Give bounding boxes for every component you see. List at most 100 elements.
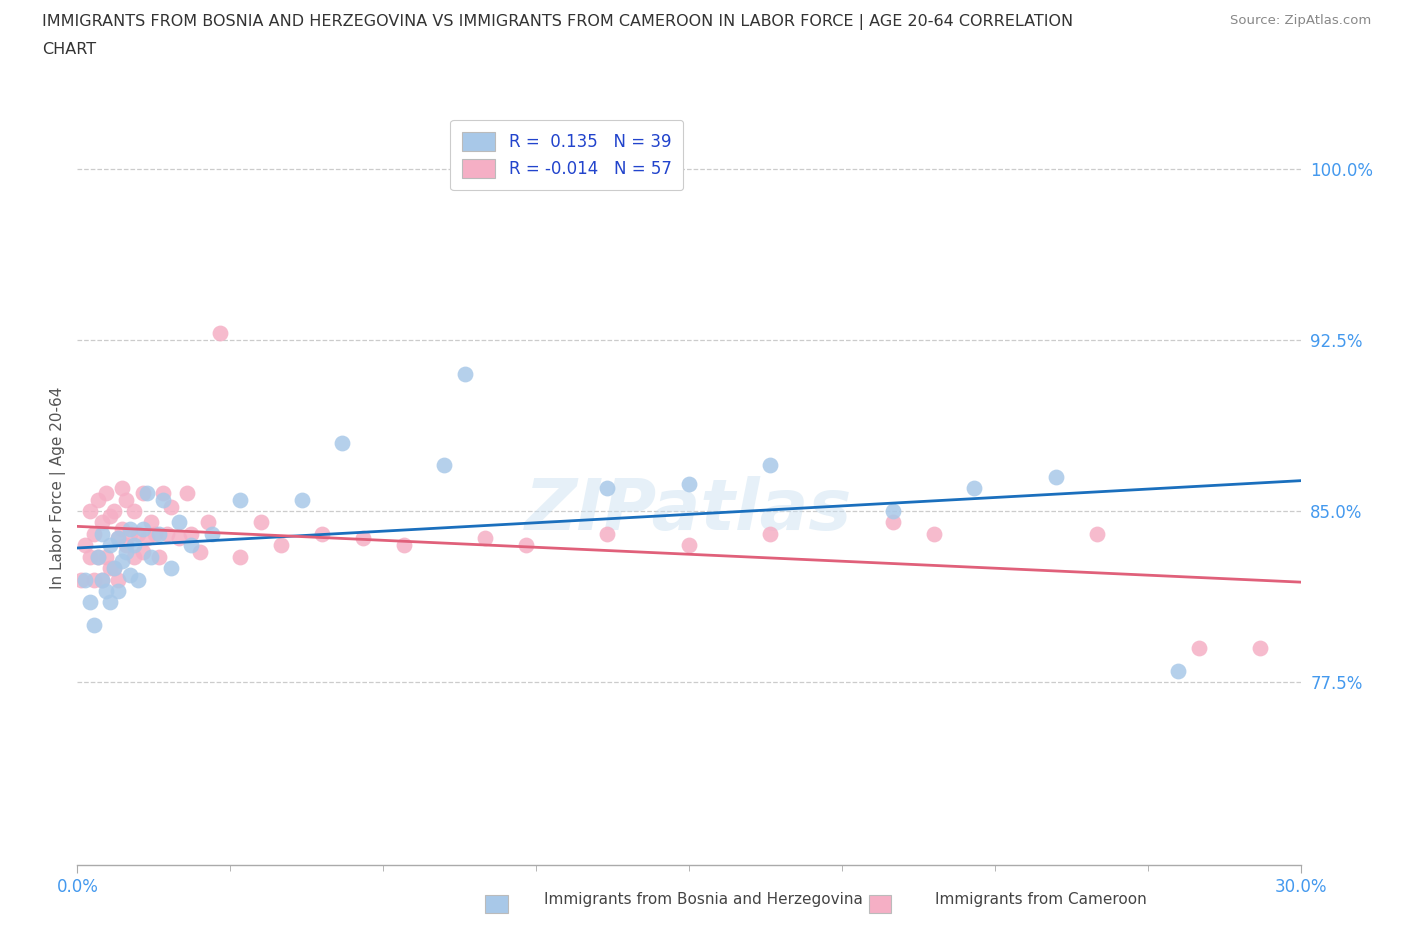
Text: IMMIGRANTS FROM BOSNIA AND HERZEGOVINA VS IMMIGRANTS FROM CAMEROON IN LABOR FORC: IMMIGRANTS FROM BOSNIA AND HERZEGOVINA V… bbox=[42, 14, 1073, 30]
Point bbox=[160, 499, 183, 514]
Point bbox=[922, 526, 945, 541]
Point bbox=[131, 485, 153, 500]
Point bbox=[453, 366, 475, 381]
Point bbox=[115, 545, 138, 560]
Point bbox=[250, 515, 273, 530]
Point bbox=[83, 572, 105, 587]
Point bbox=[124, 550, 146, 565]
Point bbox=[94, 485, 117, 500]
Point bbox=[188, 545, 211, 560]
Point bbox=[131, 522, 153, 537]
Point bbox=[270, 538, 292, 552]
Point bbox=[963, 481, 986, 496]
Point bbox=[107, 531, 129, 546]
Point bbox=[152, 485, 174, 500]
Point bbox=[160, 561, 183, 576]
Point bbox=[94, 550, 117, 565]
Point bbox=[311, 526, 333, 541]
Point bbox=[169, 515, 191, 530]
Point bbox=[229, 492, 252, 507]
Point bbox=[83, 618, 105, 632]
Point bbox=[111, 522, 134, 537]
Point bbox=[98, 561, 121, 576]
Point bbox=[98, 508, 121, 523]
Point bbox=[180, 538, 202, 552]
Point bbox=[352, 531, 374, 546]
Text: ZIPatlas: ZIPatlas bbox=[526, 476, 852, 545]
Point bbox=[169, 531, 191, 546]
Point bbox=[107, 583, 129, 598]
Point bbox=[70, 572, 93, 587]
Point bbox=[75, 538, 97, 552]
Point bbox=[148, 550, 170, 565]
Point bbox=[176, 485, 198, 500]
Legend: R =  0.135   N = 39, R = -0.014   N = 57: R = 0.135 N = 39, R = -0.014 N = 57 bbox=[450, 120, 683, 190]
Point bbox=[107, 531, 129, 546]
Point bbox=[98, 538, 121, 552]
Point bbox=[143, 526, 166, 541]
Point bbox=[229, 550, 252, 565]
Text: CHART: CHART bbox=[42, 42, 96, 57]
Point bbox=[75, 572, 97, 587]
Point bbox=[79, 595, 101, 610]
Point bbox=[120, 567, 142, 582]
Point bbox=[87, 550, 110, 565]
Point bbox=[882, 515, 904, 530]
Point bbox=[1249, 641, 1271, 656]
Point bbox=[103, 561, 125, 576]
Point bbox=[332, 435, 354, 450]
Text: Source: ZipAtlas.com: Source: ZipAtlas.com bbox=[1230, 14, 1371, 27]
Point bbox=[1085, 526, 1108, 541]
Point bbox=[124, 504, 146, 519]
Point bbox=[90, 515, 112, 530]
Point bbox=[290, 492, 312, 507]
Text: Immigrants from Bosnia and Herzegovina: Immigrants from Bosnia and Herzegovina bbox=[544, 892, 862, 907]
Point bbox=[156, 526, 179, 541]
Point bbox=[120, 522, 142, 537]
Point bbox=[1167, 663, 1189, 678]
Point bbox=[433, 458, 456, 472]
Point bbox=[1187, 641, 1209, 656]
Y-axis label: In Labor Force | Age 20-64: In Labor Force | Age 20-64 bbox=[51, 387, 66, 590]
Point bbox=[201, 526, 224, 541]
Point bbox=[139, 515, 162, 530]
Point bbox=[148, 526, 170, 541]
Point bbox=[79, 550, 101, 565]
Point bbox=[392, 538, 415, 552]
Point bbox=[596, 481, 619, 496]
Text: Immigrants from Cameroon: Immigrants from Cameroon bbox=[935, 892, 1146, 907]
Point bbox=[208, 326, 231, 340]
Point bbox=[678, 476, 700, 491]
Point bbox=[678, 538, 700, 552]
Point bbox=[94, 583, 117, 598]
Point bbox=[90, 572, 112, 587]
Point bbox=[111, 481, 134, 496]
Point bbox=[515, 538, 537, 552]
Point bbox=[474, 531, 496, 546]
Point bbox=[98, 595, 121, 610]
Point bbox=[107, 572, 129, 587]
Point bbox=[197, 515, 219, 530]
Point bbox=[1045, 470, 1067, 485]
Point bbox=[135, 531, 157, 546]
Point bbox=[90, 526, 112, 541]
Point bbox=[79, 504, 101, 519]
Point bbox=[103, 561, 125, 576]
Point bbox=[596, 526, 619, 541]
Point bbox=[87, 550, 110, 565]
Point bbox=[127, 526, 149, 541]
Point bbox=[759, 526, 782, 541]
Point bbox=[90, 572, 112, 587]
Point bbox=[103, 504, 125, 519]
Point bbox=[180, 526, 202, 541]
Point bbox=[124, 538, 146, 552]
Point bbox=[131, 545, 153, 560]
Point bbox=[120, 526, 142, 541]
Point bbox=[882, 504, 904, 519]
Point bbox=[759, 458, 782, 472]
Point bbox=[152, 492, 174, 507]
Point bbox=[127, 572, 149, 587]
Point bbox=[87, 492, 110, 507]
Point bbox=[115, 538, 138, 552]
Point bbox=[135, 485, 157, 500]
